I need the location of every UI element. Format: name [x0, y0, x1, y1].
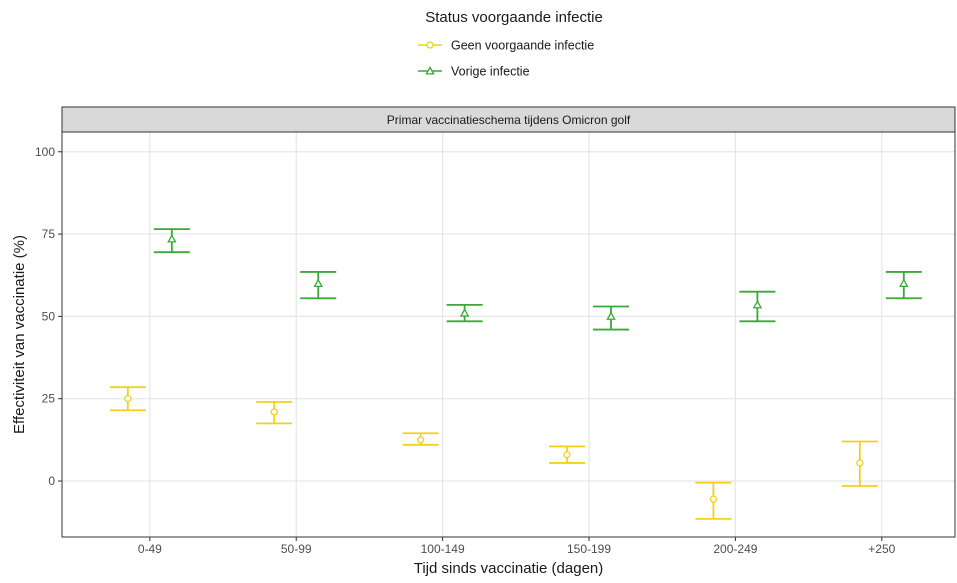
point-marker	[167, 234, 177, 243]
point-marker	[563, 451, 571, 459]
y-tick-label: 75	[42, 227, 56, 241]
facet-title: Primar vaccinatieschema tijdens Omicron …	[387, 113, 631, 127]
x-tick-label: 150-199	[567, 542, 611, 556]
y-tick-label: 25	[42, 392, 56, 406]
point-marker	[124, 395, 132, 403]
legend-key-marker	[425, 66, 435, 75]
data-marks	[109, 228, 922, 520]
panel-border	[61, 131, 956, 538]
legend-key-marker	[426, 41, 434, 49]
y-axis-title: Effectiviteit van vaccinatie (%)	[11, 235, 28, 434]
x-axis: 0-49 50-99 100-149 150-199 200-249 +250	[138, 537, 896, 556]
legend-title: Status voorgaande infectie	[425, 9, 603, 26]
panel-background	[62, 132, 955, 537]
series-geen-voorgaande-infectie	[109, 386, 878, 520]
x-axis-title: Tijd sinds vaccinatie (dagen)	[414, 560, 604, 577]
legend-label: Vorige infectie	[451, 65, 530, 79]
legend-label: Geen voorgaande infectie	[451, 39, 594, 53]
point-marker	[416, 436, 425, 444]
x-tick-label: 0-49	[138, 542, 162, 556]
gridlines	[62, 132, 955, 537]
y-tick-label: 50	[42, 309, 56, 323]
y-tick-label: 0	[48, 474, 55, 488]
point-marker	[752, 299, 763, 309]
legend-item: Vorige infectie	[418, 65, 530, 79]
point-marker	[459, 308, 470, 317]
series-vorige-infectie	[153, 228, 922, 331]
point-marker	[709, 495, 718, 503]
point-marker	[856, 459, 864, 467]
facet-strip: Primar vaccinatieschema tijdens Omicron …	[61, 106, 956, 133]
legend: Status voorgaande infectie Geen voorgaan…	[418, 9, 603, 79]
y-tick-label: 100	[35, 145, 55, 159]
point-marker	[313, 278, 323, 287]
x-tick-label: 50-99	[281, 542, 312, 556]
y-axis: 0 25 50 75 100	[35, 145, 62, 488]
point-marker	[270, 408, 278, 416]
x-tick-label: 100-149	[421, 542, 465, 556]
x-tick-label: +250	[868, 542, 895, 556]
point-marker	[899, 278, 909, 287]
point-marker	[606, 311, 616, 320]
legend-item: Geen voorgaande infectie	[418, 39, 594, 53]
x-tick-label: 200-249	[713, 542, 757, 556]
facet-strip-background	[61, 106, 956, 133]
